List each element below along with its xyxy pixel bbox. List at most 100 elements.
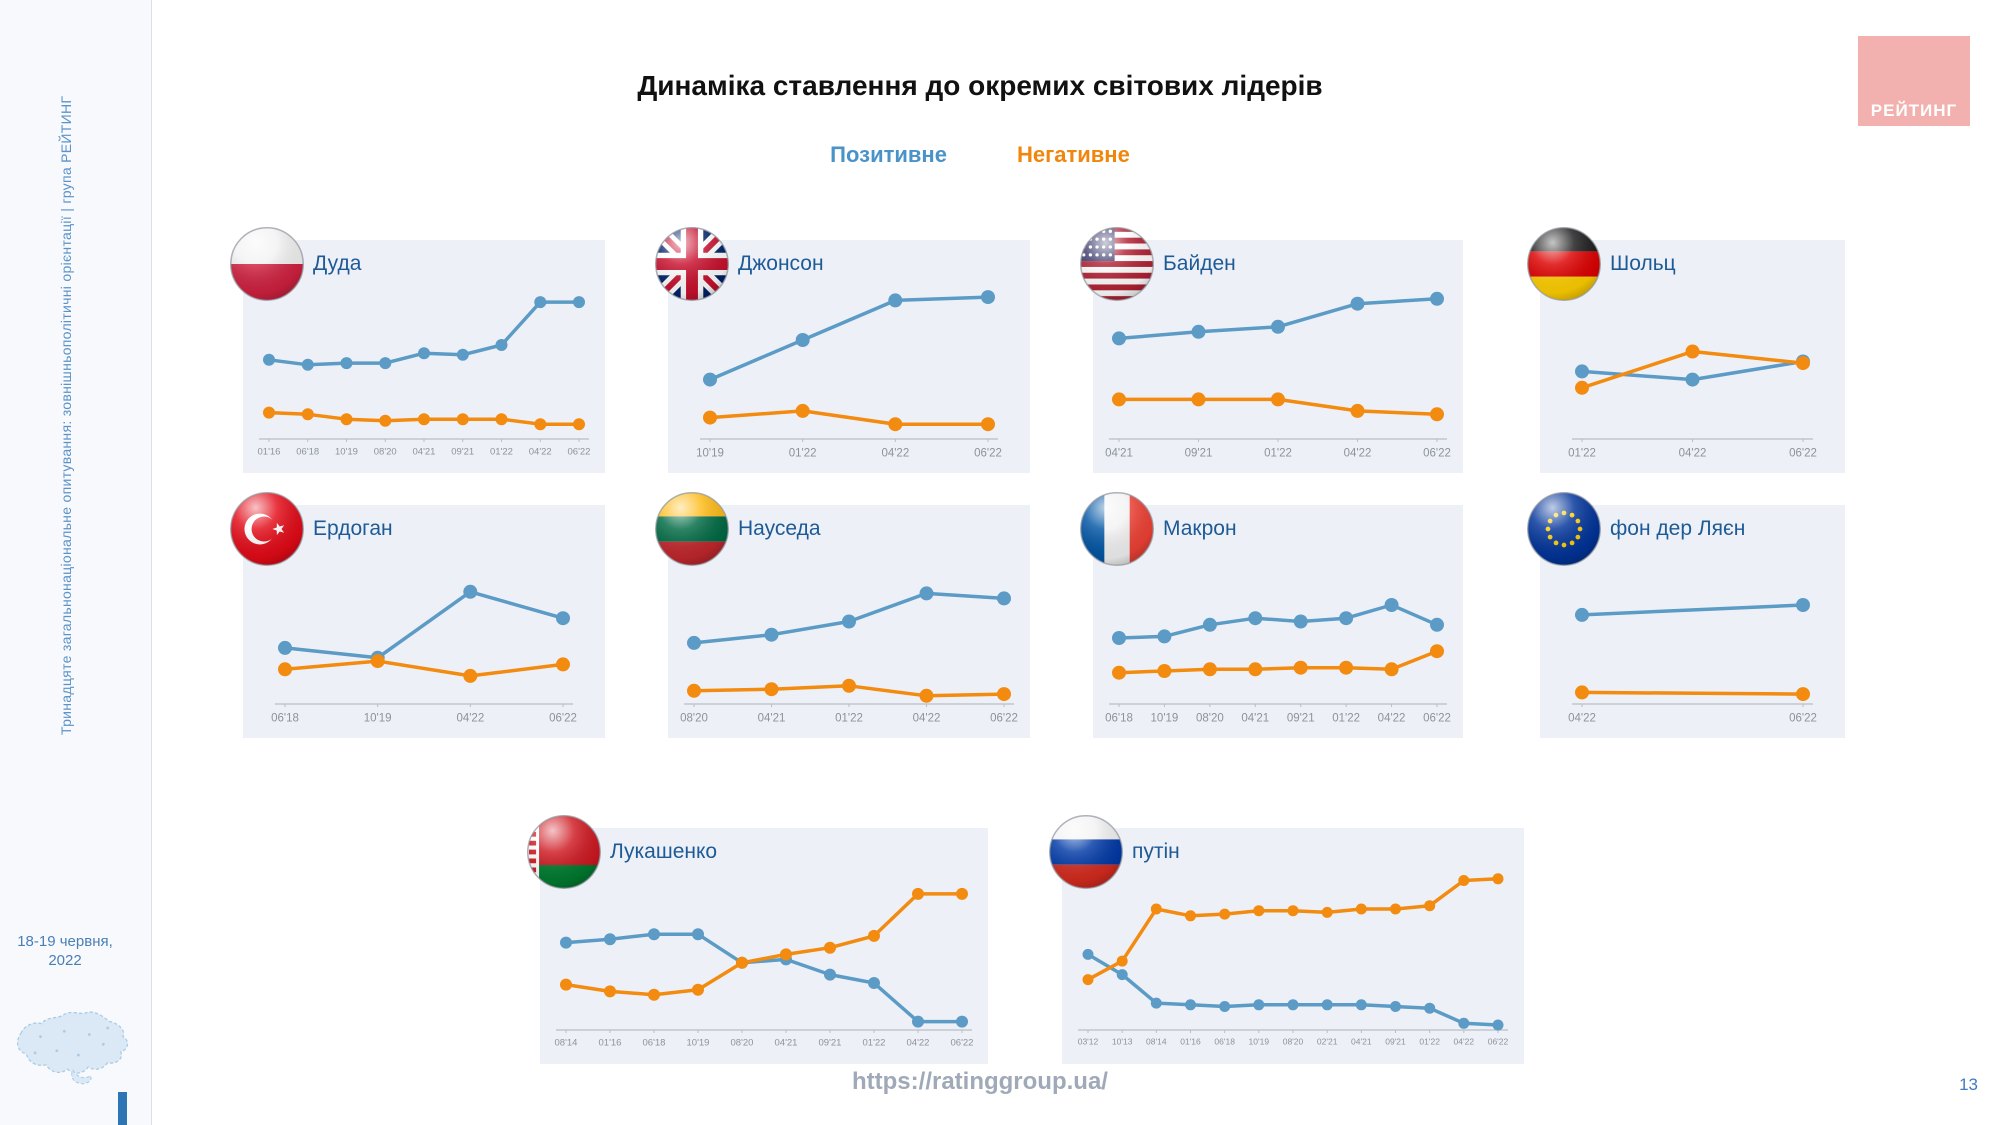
leader-name: Байден xyxy=(1163,252,1236,275)
svg-text:06'22: 06'22 xyxy=(549,713,577,725)
leader-name: Науседа xyxy=(738,517,821,540)
svg-text:10'19: 10'19 xyxy=(1151,713,1179,725)
svg-text:10'19: 10'19 xyxy=(335,447,358,458)
svg-text:10'19: 10'19 xyxy=(687,1038,710,1049)
poland-flag-icon xyxy=(229,226,305,302)
survey-date: 18-19 червня, 2022 xyxy=(17,933,113,969)
svg-text:08'20: 08'20 xyxy=(1196,713,1224,725)
svg-text:06'22: 06'22 xyxy=(974,448,1002,460)
belarus-flag-icon xyxy=(526,814,602,890)
svg-text:10'13: 10'13 xyxy=(1112,1037,1133,1047)
svg-text:04'21: 04'21 xyxy=(1241,713,1269,725)
leader-name: путін xyxy=(1132,840,1180,863)
line-chart: 06'18 10'19 04'22 06'22 xyxy=(271,584,577,725)
leader-name: фон дер Ляєн xyxy=(1610,517,1746,540)
svg-text:06'18: 06'18 xyxy=(643,1038,666,1049)
svg-text:08'20: 08'20 xyxy=(731,1038,754,1049)
svg-text:04'22: 04'22 xyxy=(1378,713,1406,725)
rating-logo: РЕЙТИНГ xyxy=(1858,36,1970,126)
leader-name: Ердоган xyxy=(313,517,393,540)
svg-text:01'16: 01'16 xyxy=(599,1038,622,1049)
svg-text:04'22: 04'22 xyxy=(1568,713,1596,725)
svg-text:08'20: 08'20 xyxy=(374,447,397,458)
germany-flag-icon xyxy=(1526,226,1602,302)
leader-name: Джонсон xyxy=(738,252,824,275)
svg-text:06'18: 06'18 xyxy=(1214,1037,1235,1047)
leader-chart: Джонсон 10'19 01'22 04'22 06'22 xyxy=(655,227,1030,473)
svg-text:04'21: 04'21 xyxy=(758,713,786,725)
svg-text:06'22: 06'22 xyxy=(568,447,591,458)
france-flag-icon xyxy=(1079,491,1155,567)
usa-flag-icon xyxy=(1079,226,1155,302)
svg-text:02'21: 02'21 xyxy=(1317,1037,1338,1047)
leader-name: Лукашенко xyxy=(610,840,718,863)
svg-text:08'20: 08'20 xyxy=(680,713,708,725)
svg-text:04'22: 04'22 xyxy=(1344,448,1372,460)
line-chart: 06'18 10'19 08'20 04'21 09'21 01'22 04'22 06'22 xyxy=(1105,598,1451,725)
leader-chart: фон дер Ляєн 04'22 06'22 xyxy=(1527,492,1845,738)
leader-name: Макрон xyxy=(1163,517,1237,540)
svg-text:01'22: 01'22 xyxy=(789,448,817,460)
svg-text:01'22: 01'22 xyxy=(1332,713,1360,725)
leader-chart: Ердоган 06'18 10'19 04'22 06'22 xyxy=(230,492,605,738)
svg-text:09'21: 09'21 xyxy=(1287,713,1315,725)
leader-name: Дуда xyxy=(313,252,362,275)
footer-url[interactable]: https://ratinggroup.ua/ xyxy=(852,1068,1108,1095)
svg-text:09'21: 09'21 xyxy=(451,447,474,458)
eu-flag-icon xyxy=(1526,491,1602,567)
svg-text:01'22: 01'22 xyxy=(490,447,513,458)
svg-text:10'19: 10'19 xyxy=(696,448,724,460)
svg-text:04'22: 04'22 xyxy=(529,447,552,458)
line-chart: 03'12 10'13 08'14 01'16 06'18 10'19 08'20 02'21… xyxy=(1078,873,1509,1047)
svg-text:06'22: 06'22 xyxy=(1488,1037,1509,1047)
svg-text:04'22: 04'22 xyxy=(1454,1037,1475,1047)
russia-flag-icon xyxy=(1048,814,1124,890)
svg-text:01'22: 01'22 xyxy=(1264,448,1292,460)
sidebar: Тринадцяте загальнонаціональне опитуванн… xyxy=(0,0,152,1125)
legend-positive: Позитивне xyxy=(830,142,947,167)
leader-chart: путін 03'12 10'13 08'14 01'16 06'18 10'19 08'2… xyxy=(1049,815,1524,1064)
svg-text:10'19: 10'19 xyxy=(364,713,392,725)
svg-text:10'19: 10'19 xyxy=(1249,1037,1270,1047)
svg-text:06'22: 06'22 xyxy=(990,713,1018,725)
leader-name: Шольц xyxy=(1610,252,1676,275)
uk-flag-icon xyxy=(654,226,730,302)
line-chart: 04'21 09'21 01'22 04'22 06'22 xyxy=(1105,291,1451,460)
svg-text:04'22: 04'22 xyxy=(881,448,909,460)
ukraine-map-icon xyxy=(16,1011,129,1085)
page-number: 13 xyxy=(1959,1075,1978,1094)
svg-text:03'12: 03'12 xyxy=(1078,1037,1099,1047)
leader-chart: Байден 04'21 09'21 01'22 04'22 06'22 xyxy=(1080,227,1463,473)
line-chart: 10'19 01'22 04'22 06'22 xyxy=(696,290,1002,460)
leader-chart: Науседа 08'20 04'21 01'22 04'22 06'22 xyxy=(655,492,1030,738)
svg-text:01'22: 01'22 xyxy=(1419,1037,1440,1047)
svg-text:01'22: 01'22 xyxy=(835,713,863,725)
leader-chart: Макрон 06'18 10'19 08'20 04'21 09'21 01'22 04'… xyxy=(1080,492,1463,738)
svg-text:06'22: 06'22 xyxy=(1423,448,1451,460)
svg-text:04'22: 04'22 xyxy=(1679,448,1707,460)
line-chart: 08'20 04'21 01'22 04'22 06'22 xyxy=(680,586,1018,725)
svg-text:04'22: 04'22 xyxy=(456,713,484,725)
svg-text:01'22: 01'22 xyxy=(863,1038,886,1049)
svg-text:06'22: 06'22 xyxy=(1423,713,1451,725)
turkey-flag-icon xyxy=(229,491,305,567)
svg-text:06'22: 06'22 xyxy=(1789,713,1817,725)
svg-text:04'21: 04'21 xyxy=(413,447,436,458)
svg-text:09'21: 09'21 xyxy=(1185,448,1213,460)
svg-text:01'16: 01'16 xyxy=(1180,1037,1201,1047)
header: Динаміка ставлення до окремих світових л… xyxy=(155,0,1805,168)
svg-text:06'18: 06'18 xyxy=(1105,713,1133,725)
svg-text:04'21: 04'21 xyxy=(1105,448,1133,460)
svg-text:01'22: 01'22 xyxy=(1568,448,1596,460)
leader-chart: Дуда 01'16 06'18 10'19 08'20 04'21 09'21 01'22… xyxy=(230,227,605,473)
svg-text:06'18: 06'18 xyxy=(296,447,319,458)
rating-logo-text: РЕЙТИНГ xyxy=(1870,101,1958,120)
leader-chart: Лукашенко 08'14 01'16 06'18 10'19 08'20 04'21… xyxy=(527,815,988,1064)
svg-text:08'20: 08'20 xyxy=(1283,1037,1304,1047)
accent-bar xyxy=(118,1092,127,1125)
svg-text:04'21: 04'21 xyxy=(1351,1037,1372,1047)
line-chart: 01'22 04'22 06'22 xyxy=(1568,344,1817,460)
svg-text:08'14: 08'14 xyxy=(1146,1037,1167,1047)
